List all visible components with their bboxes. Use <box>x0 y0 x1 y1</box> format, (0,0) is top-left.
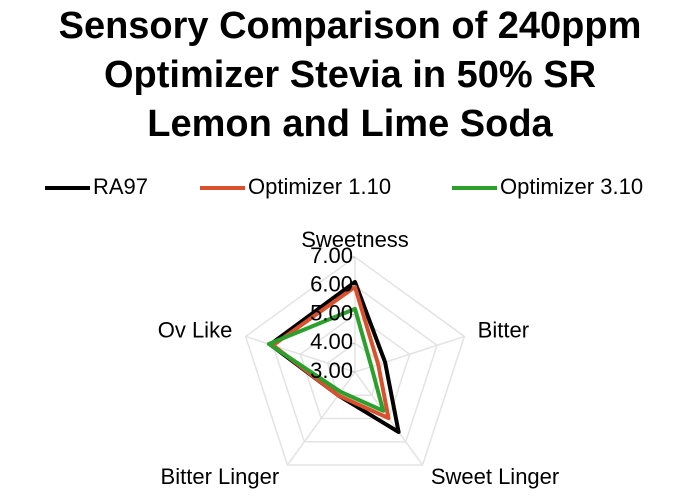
series-line <box>268 280 401 434</box>
y-tick-label: 4.00 <box>310 329 353 354</box>
chart-title: Optimizer Stevia in 50% SR <box>104 54 596 96</box>
y-tick-label: 5.00 <box>310 300 353 325</box>
plot <box>266 280 401 434</box>
axis-label: Bitter <box>478 317 529 342</box>
y-tick-label: 7.00 <box>310 243 353 268</box>
y-tick-label: 3.00 <box>310 358 353 383</box>
spoke <box>245 335 356 373</box>
grid-ring <box>244 256 466 466</box>
axis-label: Sweetness <box>301 227 409 252</box>
legend-label: Optimizer 3.10 <box>500 174 643 199</box>
axis-label: Sweet Linger <box>431 464 559 489</box>
grid-ring <box>299 313 411 420</box>
y-tick-label: 6.00 <box>310 272 353 297</box>
chart-title: Lemon and Lime Soda <box>147 103 553 145</box>
spoke <box>286 371 356 466</box>
chart-title: Sensory Comparison of 240ppm <box>59 5 642 47</box>
series-line <box>266 306 386 413</box>
axis-label: Bitter Linger <box>161 464 280 489</box>
axis-label: Ov Like <box>158 317 233 342</box>
legend-label: Optimizer 1.10 <box>248 174 391 199</box>
legend-label: RA97 <box>93 174 148 199</box>
